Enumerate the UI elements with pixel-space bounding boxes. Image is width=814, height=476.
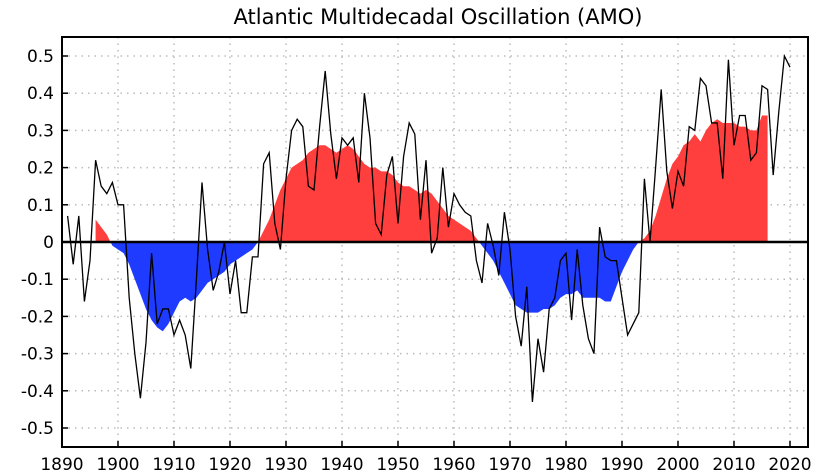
- y-tick-label: 0.5: [27, 47, 54, 67]
- x-tick-label: 1980: [544, 455, 587, 475]
- x-tick-label: 1930: [264, 455, 307, 475]
- y-tick-label: -0.1: [21, 270, 54, 290]
- x-tick-label: 1890: [40, 455, 83, 475]
- y-tick-label: -0.3: [21, 345, 54, 365]
- y-tick-label: -0.2: [21, 307, 54, 327]
- axes: 0.5 0.4 0.3 0.2 0.1 0 -0.1 -0.2 -0.3 -0.4 -0.5 1890…: [21, 36, 812, 475]
- x-tick-label: 2000: [656, 455, 699, 475]
- positive-fill: [95, 115, 768, 242]
- annual-line: [66, 53, 791, 403]
- annual-line-group: [66, 53, 791, 403]
- y-tick-label: 0.1: [27, 196, 54, 216]
- x-tick-label: 1940: [320, 455, 363, 475]
- x-tick-label: 1990: [600, 455, 643, 475]
- x-tick-label: 1920: [208, 455, 251, 475]
- y-tick-label: 0: [43, 233, 54, 253]
- smoothed-fill: [95, 115, 768, 332]
- plot-frame: [61, 36, 809, 448]
- x-tick-label: 1950: [376, 455, 419, 475]
- y-tick-label: 0.3: [27, 121, 54, 141]
- y-tick-label: -0.5: [21, 419, 54, 439]
- x-tick-label: 2020: [768, 455, 811, 475]
- negative-fill: [95, 242, 768, 332]
- chart-title: Atlantic Multidecadal Oscillation (AMO): [234, 5, 643, 29]
- x-tick-label: 1970: [488, 455, 531, 475]
- x-tick-label: 1960: [432, 455, 475, 475]
- y-tick-label: -0.4: [21, 382, 54, 402]
- y-tick-label: 0.2: [27, 159, 54, 179]
- y-tick-label: 0.4: [27, 84, 54, 104]
- x-tick-label: 1900: [96, 455, 139, 475]
- x-tick-label: 2010: [712, 455, 755, 475]
- x-tick-label: 1910: [152, 455, 195, 475]
